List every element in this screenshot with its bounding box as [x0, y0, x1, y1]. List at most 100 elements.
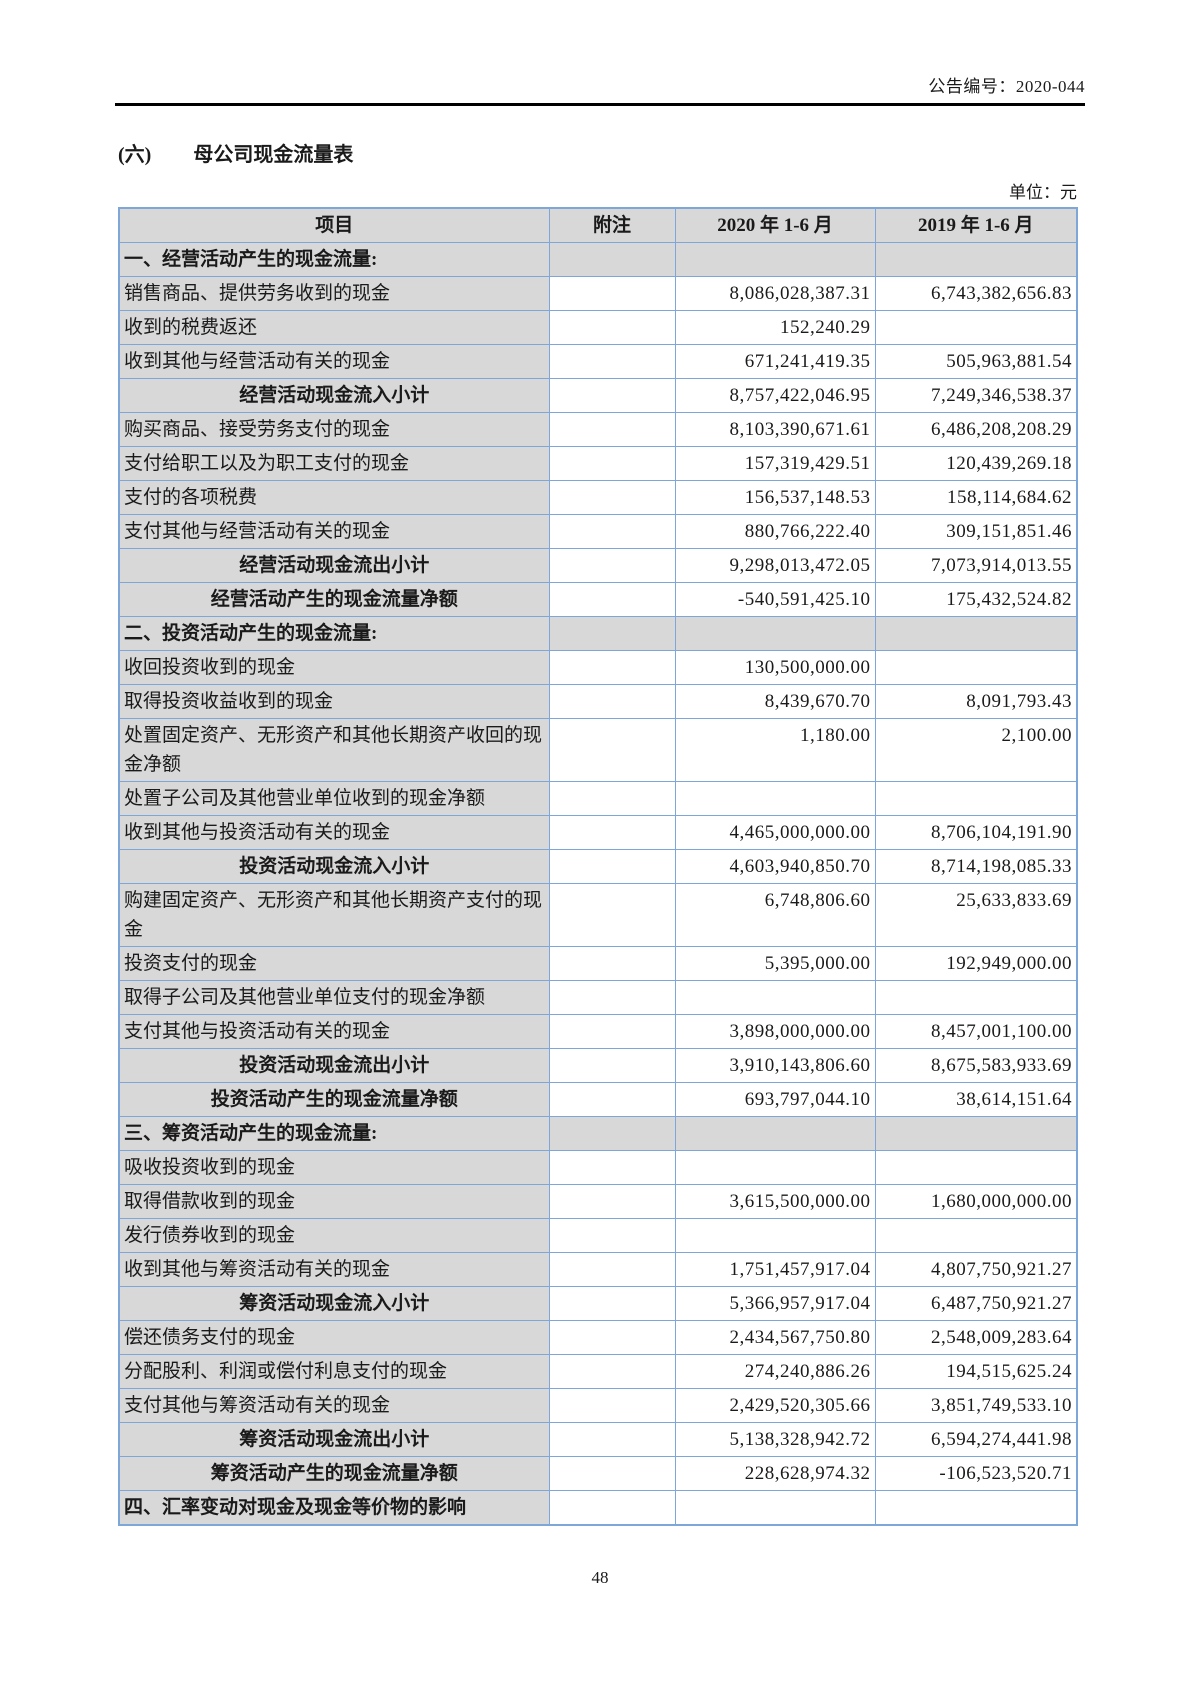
value-2019-cell: 120,439,269.18: [874, 446, 1078, 481]
row-label-cell: 取得子公司及其他营业单位支付的现金净额: [118, 980, 550, 1015]
row-label-cell: 三、筹资活动产生的现金流量:: [118, 1116, 550, 1151]
value-2019-cell: 6,743,382,656.83: [874, 276, 1078, 311]
value-2019-cell: [874, 1150, 1078, 1185]
table-row: 筹资活动产生的现金流量净额 228,628,974.32 -106,523,52…: [118, 1456, 1078, 1491]
value-2019-cell: 8,091,793.43: [874, 684, 1078, 719]
table-row: 收到其他与经营活动有关的现金 671,241,419.35 505,963,88…: [118, 344, 1078, 379]
value-2020-cell: [674, 1490, 876, 1526]
table-row: 发行债券收到的现金: [118, 1218, 1078, 1253]
table-row: 投资活动产生的现金流量净额 693,797,044.10 38,614,151.…: [118, 1082, 1078, 1117]
table-row: 支付其他与经营活动有关的现金 880,766,222.40 309,151,85…: [118, 514, 1078, 549]
row-label-cell: 筹资活动现金流出小计: [118, 1422, 550, 1457]
value-2019-cell: [874, 781, 1078, 816]
table-row: 经营活动现金流出小计 9,298,013,472.05 7,073,914,01…: [118, 548, 1078, 583]
value-2020-cell: 6,748,806.60: [674, 883, 876, 947]
row-note-cell: [548, 1082, 676, 1117]
row-label-cell: 销售商品、提供劳务收到的现金: [118, 276, 550, 311]
row-note-cell: [548, 480, 676, 515]
row-label-cell: 取得投资收益收到的现金: [118, 684, 550, 719]
value-2019-cell: 7,073,914,013.55: [874, 548, 1078, 583]
value-2020-cell: 693,797,044.10: [674, 1082, 876, 1117]
value-2020-cell: 880,766,222.40: [674, 514, 876, 549]
table-row: 购建固定资产、无形资产和其他长期资产支付的现金 6,748,806.60 25,…: [118, 883, 1078, 947]
value-2019-cell: 6,487,750,921.27: [874, 1286, 1078, 1321]
value-2019-cell: 8,457,001,100.00: [874, 1014, 1078, 1049]
column-header-2020: 2020 年 1-6 月: [674, 207, 876, 243]
value-2019-cell: 7,249,346,538.37: [874, 378, 1078, 413]
row-label-cell: 支付的各项税费: [118, 480, 550, 515]
row-label-cell: 经营活动产生的现金流量净额: [118, 582, 550, 617]
table-row: 筹资活动现金流入小计 5,366,957,917.04 6,487,750,92…: [118, 1286, 1078, 1321]
header-divider: [115, 103, 1085, 106]
table-row: 一、经营活动产生的现金流量:: [118, 242, 1078, 277]
row-note-cell: [548, 1422, 676, 1457]
row-note-cell: [548, 718, 676, 782]
unit-label: 单位：元: [1009, 183, 1077, 202]
column-header-2019: 2019 年 1-6 月: [874, 207, 1078, 243]
row-note-cell: [548, 1116, 676, 1151]
column-header-note: 附注: [548, 207, 676, 243]
value-2020-cell: 130,500,000.00: [674, 650, 876, 685]
value-2019-cell: 25,633,833.69: [874, 883, 1078, 947]
value-2020-cell: 1,180.00: [674, 718, 876, 782]
row-note-cell: [548, 1252, 676, 1287]
row-label-cell: 处置子公司及其他营业单位收到的现金净额: [118, 781, 550, 816]
row-label-cell: 收到其他与经营活动有关的现金: [118, 344, 550, 379]
row-label-cell: 购买商品、接受劳务支付的现金: [118, 412, 550, 447]
table-row: 收到其他与筹资活动有关的现金 1,751,457,917.04 4,807,75…: [118, 1252, 1078, 1287]
row-note-cell: [548, 946, 676, 981]
row-note-cell: [548, 242, 676, 277]
row-label-cell: 投资支付的现金: [118, 946, 550, 981]
row-label-cell: 二、投资活动产生的现金流量:: [118, 616, 550, 651]
value-2020-cell: [674, 781, 876, 816]
value-2020-cell: 157,319,429.51: [674, 446, 876, 481]
value-2019-cell: 194,515,625.24: [874, 1354, 1078, 1389]
row-label-cell: 分配股利、利润或偿付利息支付的现金: [118, 1354, 550, 1389]
row-label-cell: 收到其他与筹资活动有关的现金: [118, 1252, 550, 1287]
value-2019-cell: 309,151,851.46: [874, 514, 1078, 549]
table-row: 销售商品、提供劳务收到的现金 8,086,028,387.31 6,743,38…: [118, 276, 1078, 311]
row-note-cell: [548, 548, 676, 583]
value-2019-cell: [874, 1218, 1078, 1253]
row-label-cell: 筹资活动现金流入小计: [118, 1286, 550, 1321]
value-2020-cell: 2,434,567,750.80: [674, 1320, 876, 1355]
value-2020-cell: 156,537,148.53: [674, 480, 876, 515]
column-header-item: 项目: [118, 207, 550, 243]
value-2019-cell: 38,614,151.64: [874, 1082, 1078, 1117]
row-note-cell: [548, 1184, 676, 1219]
row-label-cell: 投资活动产生的现金流量净额: [118, 1082, 550, 1117]
cashflow-table: 项目 附注 2020 年 1-6 月 2019 年 1-6 月 一、经营活动产生…: [118, 207, 1078, 1526]
value-2020-cell: 152,240.29: [674, 310, 876, 345]
row-note-cell: [548, 980, 676, 1015]
table-row: 取得借款收到的现金 3,615,500,000.00 1,680,000,000…: [118, 1184, 1078, 1219]
value-2020-cell: [674, 616, 876, 651]
row-note-cell: [548, 684, 676, 719]
row-note-cell: [548, 849, 676, 884]
row-label-cell: 投资活动现金流出小计: [118, 1048, 550, 1083]
table-row: 支付给职工以及为职工支付的现金 157,319,429.51 120,439,2…: [118, 446, 1078, 481]
table-header-row: 项目 附注 2020 年 1-6 月 2019 年 1-6 月: [118, 207, 1078, 243]
row-label-cell: 取得借款收到的现金: [118, 1184, 550, 1219]
table-row: 偿还债务支付的现金 2,434,567,750.80 2,548,009,283…: [118, 1320, 1078, 1355]
table-row: 取得投资收益收到的现金 8,439,670.70 8,091,793.43: [118, 684, 1078, 719]
row-note-cell: [548, 1150, 676, 1185]
table-row: 支付其他与筹资活动有关的现金 2,429,520,305.66 3,851,74…: [118, 1388, 1078, 1423]
value-2020-cell: 5,395,000.00: [674, 946, 876, 981]
value-2019-cell: [874, 310, 1078, 345]
value-2020-cell: [674, 1150, 876, 1185]
row-label-cell: 一、经营活动产生的现金流量:: [118, 242, 550, 277]
table-row: 四、汇率变动对现金及现金等价物的影响: [118, 1490, 1078, 1526]
value-2020-cell: 2,429,520,305.66: [674, 1388, 876, 1423]
row-label-cell: 投资活动现金流入小计: [118, 849, 550, 884]
value-2019-cell: 505,963,881.54: [874, 344, 1078, 379]
table-row: 支付其他与投资活动有关的现金 3,898,000,000.00 8,457,00…: [118, 1014, 1078, 1049]
value-2019-cell: [874, 616, 1078, 651]
value-2019-cell: 3,851,749,533.10: [874, 1388, 1078, 1423]
table-row: 分配股利、利润或偿付利息支付的现金 274,240,886.26 194,515…: [118, 1354, 1078, 1389]
row-label-cell: 支付其他与筹资活动有关的现金: [118, 1388, 550, 1423]
row-note-cell: [548, 582, 676, 617]
value-2019-cell: 6,486,208,208.29: [874, 412, 1078, 447]
row-label-cell: 发行债券收到的现金: [118, 1218, 550, 1253]
value-2020-cell: 5,138,328,942.72: [674, 1422, 876, 1457]
